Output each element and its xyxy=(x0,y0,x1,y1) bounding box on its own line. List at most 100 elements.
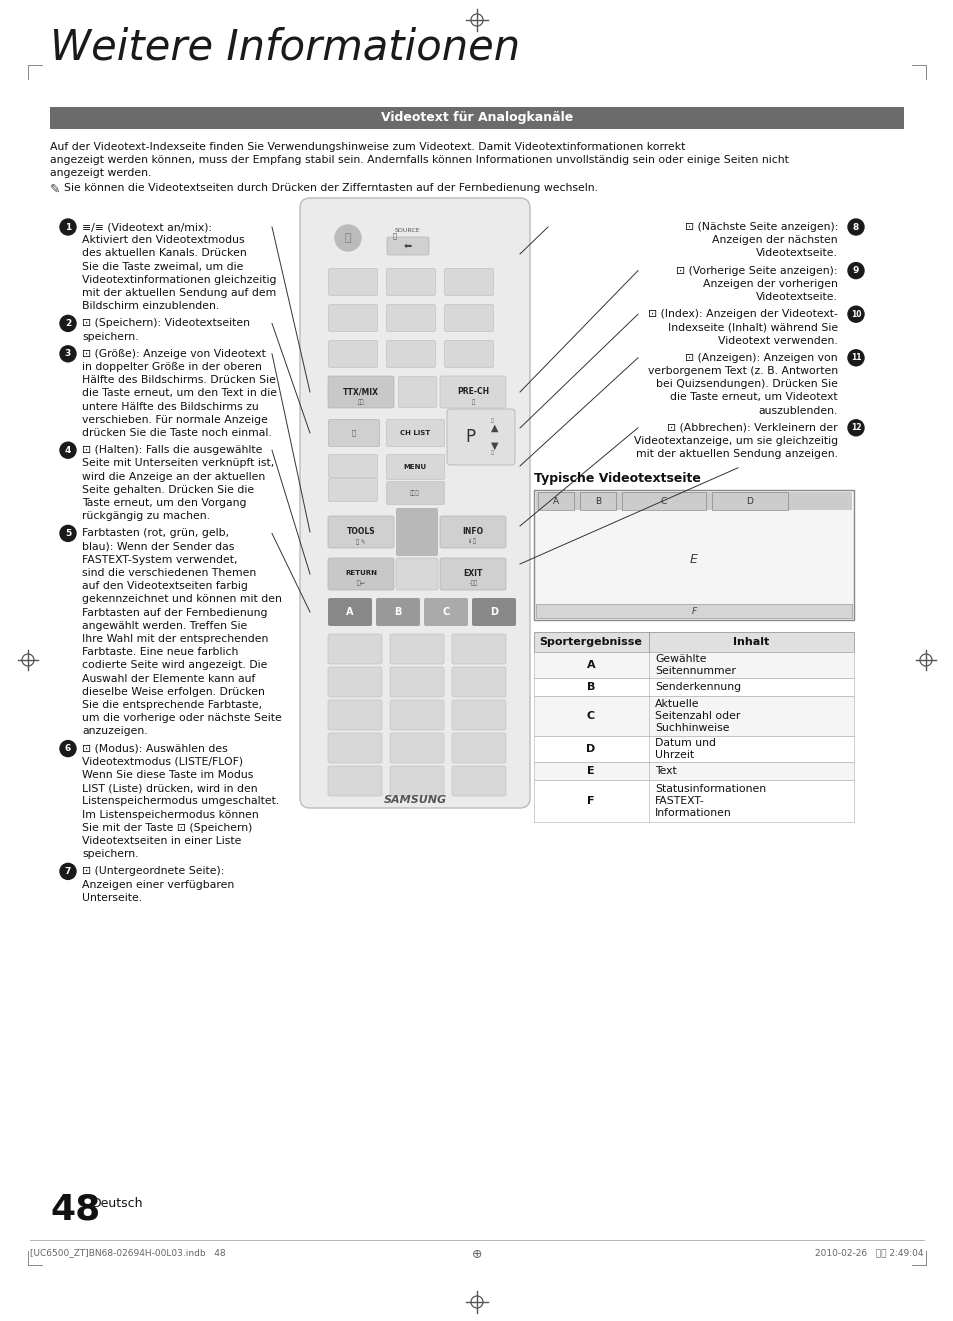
Text: A: A xyxy=(586,660,595,670)
FancyBboxPatch shape xyxy=(390,634,443,664)
FancyBboxPatch shape xyxy=(390,733,443,764)
Text: 12: 12 xyxy=(850,423,861,432)
Text: TTX/MIX: TTX/MIX xyxy=(343,387,378,396)
Text: Auswahl der Elemente kann auf: Auswahl der Elemente kann auf xyxy=(82,674,255,683)
FancyBboxPatch shape xyxy=(328,733,381,764)
Text: 11: 11 xyxy=(850,353,861,362)
Text: Gewählte: Gewählte xyxy=(655,654,706,664)
Text: FASTEXT-System verwendet,: FASTEXT-System verwendet, xyxy=(82,555,237,565)
Text: Seite mit Unterseiten verknüpft ist,: Seite mit Unterseiten verknüpft ist, xyxy=(82,458,274,469)
Text: F: F xyxy=(587,797,594,806)
Text: Farbtaste. Eine neue farblich: Farbtaste. Eine neue farblich xyxy=(82,647,238,658)
FancyBboxPatch shape xyxy=(375,598,419,626)
Text: dieselbe Weise erfolgen. Drücken: dieselbe Weise erfolgen. Drücken xyxy=(82,687,265,696)
FancyBboxPatch shape xyxy=(439,517,505,548)
Text: ⏻: ⏻ xyxy=(344,232,351,243)
Text: ⬜: ⬜ xyxy=(352,429,355,436)
Text: mit der aktuellen Sendung auf dem: mit der aktuellen Sendung auf dem xyxy=(82,288,276,299)
Text: ⊡ (Index): Anzeigen der Videotext-: ⊡ (Index): Anzeigen der Videotext- xyxy=(647,309,837,320)
Text: A: A xyxy=(346,608,354,617)
Text: untere Hälfte des Bildschirms zu: untere Hälfte des Bildschirms zu xyxy=(82,402,258,412)
Text: TOOLS: TOOLS xyxy=(346,527,375,536)
Text: Videotext verwenden.: Videotext verwenden. xyxy=(718,336,837,346)
Text: D: D xyxy=(586,745,595,754)
Text: Ihre Wahl mit der entsprechenden: Ihre Wahl mit der entsprechenden xyxy=(82,634,268,645)
Text: wird die Anzeige an der aktuellen: wird die Anzeige an der aktuellen xyxy=(82,472,265,482)
Text: Farbtasten (rot, grün, gelb,: Farbtasten (rot, grün, gelb, xyxy=(82,528,229,539)
Text: [UC6500_ZT]BN68-02694H-00L03.indb   48: [UC6500_ZT]BN68-02694H-00L03.indb 48 xyxy=(30,1248,226,1258)
Text: Taste erneut, um den Vorgang: Taste erneut, um den Vorgang xyxy=(82,498,246,509)
Text: 2: 2 xyxy=(65,318,71,328)
Text: D: D xyxy=(746,497,753,506)
Text: drücken Sie die Taste noch einmal.: drücken Sie die Taste noch einmal. xyxy=(82,428,272,439)
FancyBboxPatch shape xyxy=(423,598,468,626)
Bar xyxy=(536,493,851,510)
Text: INFO: INFO xyxy=(462,527,483,535)
Bar xyxy=(50,107,903,129)
Text: ⊡ (Anzeigen): Anzeigen von: ⊡ (Anzeigen): Anzeigen von xyxy=(684,353,837,363)
FancyBboxPatch shape xyxy=(299,198,530,808)
Text: Videotextinformationen gleichzeitig: Videotextinformationen gleichzeitig xyxy=(82,275,276,285)
Bar xyxy=(534,679,853,696)
Text: Typische Videotextseite: Typische Videotextseite xyxy=(534,473,700,485)
FancyBboxPatch shape xyxy=(390,700,443,731)
Text: C: C xyxy=(660,497,666,506)
FancyBboxPatch shape xyxy=(439,557,505,590)
FancyBboxPatch shape xyxy=(386,305,435,332)
FancyBboxPatch shape xyxy=(328,517,394,548)
Text: ⊡ (Größe): Anzeige von Videotext: ⊡ (Größe): Anzeige von Videotext xyxy=(82,349,266,359)
Text: ≡/≡ (Videotext an/mix):: ≡/≡ (Videotext an/mix): xyxy=(82,222,212,232)
Bar xyxy=(536,605,851,618)
Text: mit der aktuellen Sendung anzeigen.: mit der aktuellen Sendung anzeigen. xyxy=(636,449,837,460)
Text: die Taste erneut, um den Text in die: die Taste erneut, um den Text in die xyxy=(82,388,276,399)
Text: speichern.: speichern. xyxy=(82,849,138,859)
FancyBboxPatch shape xyxy=(328,376,394,408)
Text: Hälfte des Bildschirms. Drücken Sie: Hälfte des Bildschirms. Drücken Sie xyxy=(82,375,275,386)
Text: ⊡ (Halten): Falls die ausgewählte: ⊡ (Halten): Falls die ausgewählte xyxy=(82,445,262,456)
Text: verborgenem Text (z. B. Antworten: verborgenem Text (z. B. Antworten xyxy=(647,366,837,376)
Text: Seitenzahl oder: Seitenzahl oder xyxy=(655,712,740,721)
FancyBboxPatch shape xyxy=(387,236,429,255)
Text: Aktiviert den Videotextmodus: Aktiviert den Videotextmodus xyxy=(82,235,244,246)
Text: ⊡ (Modus): Auswählen des: ⊡ (Modus): Auswählen des xyxy=(82,744,228,753)
Text: FASTEXT-: FASTEXT- xyxy=(655,797,704,806)
Bar xyxy=(711,493,787,510)
FancyBboxPatch shape xyxy=(386,454,444,480)
FancyBboxPatch shape xyxy=(386,341,435,367)
Text: angewählt werden. Treffen Sie: angewählt werden. Treffen Sie xyxy=(82,621,247,631)
Text: Videotextseiten in einer Liste: Videotextseiten in einer Liste xyxy=(82,836,241,845)
FancyBboxPatch shape xyxy=(395,557,437,590)
Text: Senderkennung: Senderkennung xyxy=(655,683,740,692)
Text: anzuzeigen.: anzuzeigen. xyxy=(82,727,148,736)
FancyBboxPatch shape xyxy=(452,733,505,764)
Text: B: B xyxy=(595,497,600,506)
FancyBboxPatch shape xyxy=(328,700,381,731)
Text: 3: 3 xyxy=(65,349,71,358)
FancyBboxPatch shape xyxy=(328,420,379,446)
Text: Im Listenspeichermodus können: Im Listenspeichermodus können xyxy=(82,810,258,819)
Text: ⊡ (Untergeordnete Seite):: ⊡ (Untergeordnete Seite): xyxy=(82,867,224,876)
Bar xyxy=(579,493,616,510)
Text: Listenspeichermodus umgeschaltet.: Listenspeichermodus umgeschaltet. xyxy=(82,797,279,806)
Circle shape xyxy=(60,219,76,235)
Text: Unterseite.: Unterseite. xyxy=(82,893,142,902)
Text: B: B xyxy=(394,608,401,617)
FancyBboxPatch shape xyxy=(444,305,493,332)
Text: Anzeigen der nächsten: Anzeigen der nächsten xyxy=(712,235,837,246)
Text: SOURCE: SOURCE xyxy=(395,229,420,232)
Text: C: C xyxy=(586,712,595,721)
Bar xyxy=(537,493,574,510)
Text: angezeigt werden können, muss der Empfang stabil sein. Andernfalls können Inform: angezeigt werden können, muss der Empfan… xyxy=(50,155,788,165)
Text: ⊡ (Speichern): Videotextseiten: ⊡ (Speichern): Videotextseiten xyxy=(82,318,250,329)
Text: bei Quizsendungen). Drücken Sie: bei Quizsendungen). Drücken Sie xyxy=(656,379,837,390)
Bar xyxy=(534,633,853,653)
Text: 4: 4 xyxy=(65,445,71,454)
Text: Anzeigen einer verfügbaren: Anzeigen einer verfügbaren xyxy=(82,880,234,889)
Circle shape xyxy=(60,443,76,458)
Text: Seitennummer: Seitennummer xyxy=(655,666,735,676)
Text: Seite gehalten. Drücken Sie die: Seite gehalten. Drücken Sie die xyxy=(82,485,253,495)
FancyBboxPatch shape xyxy=(328,454,377,477)
Text: Farbtasten auf der Fernbedienung: Farbtasten auf der Fernbedienung xyxy=(82,608,267,618)
Text: Weitere Informationen: Weitere Informationen xyxy=(50,26,519,67)
Text: B: B xyxy=(586,683,595,692)
